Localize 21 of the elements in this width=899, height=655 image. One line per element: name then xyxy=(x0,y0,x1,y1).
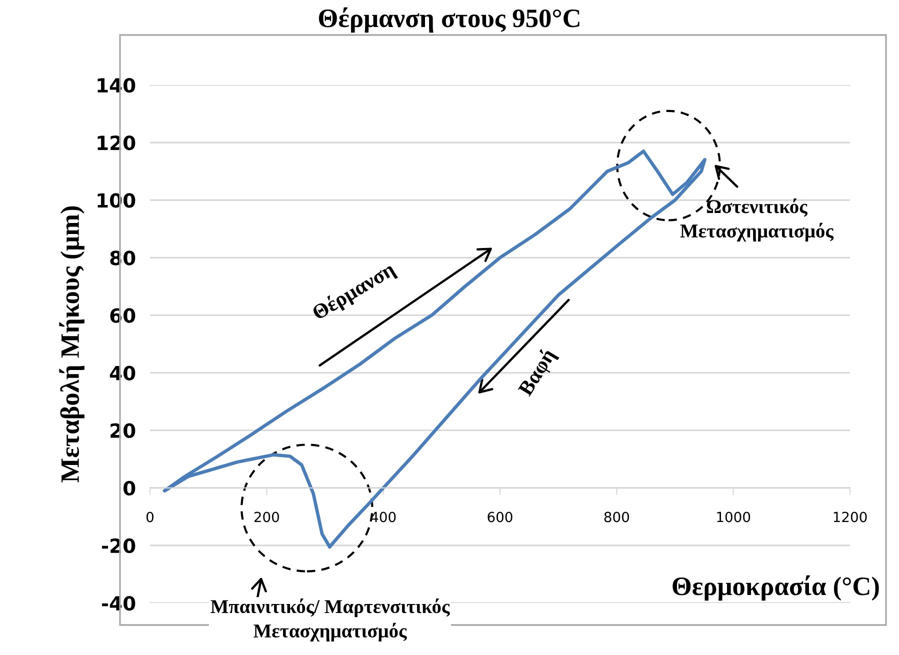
y-tick-label: -20 xyxy=(102,538,136,554)
y-tick-label: 0 xyxy=(124,480,136,496)
x-axis-title: Θερμοκρασία (°C) xyxy=(672,575,879,601)
y-tick-label: 40 xyxy=(110,366,136,380)
annotation: Ωστενιτικός Μετασχηματισμός xyxy=(680,198,834,242)
x-tick-label: 0 xyxy=(146,512,154,522)
y-axis-title: Μεταβολή Μήκους (μm) xyxy=(59,206,84,482)
chart-title: Θέρμανση στους 950°C xyxy=(318,7,580,33)
annotation: Μπαινιτικός/ Μαρτενσιτικός Μετασχηματισμός xyxy=(210,598,450,642)
y-tick-label: -40 xyxy=(102,596,136,611)
x-tick-label: 1200 xyxy=(834,512,867,522)
y-tick-label: 120 xyxy=(98,136,136,150)
y-tick-label: 20 xyxy=(110,423,136,438)
x-tick-label: 800 xyxy=(604,512,629,522)
x-tick-label: 400 xyxy=(370,512,396,522)
x-tick-label: 600 xyxy=(488,512,512,522)
x-tick-label: 1000 xyxy=(717,512,750,522)
y-tick-label: 140 xyxy=(98,78,136,93)
y-tick-label: 60 xyxy=(110,308,136,323)
y-tick-label: 100 xyxy=(98,193,136,208)
x-tick-label: 200 xyxy=(254,512,279,522)
